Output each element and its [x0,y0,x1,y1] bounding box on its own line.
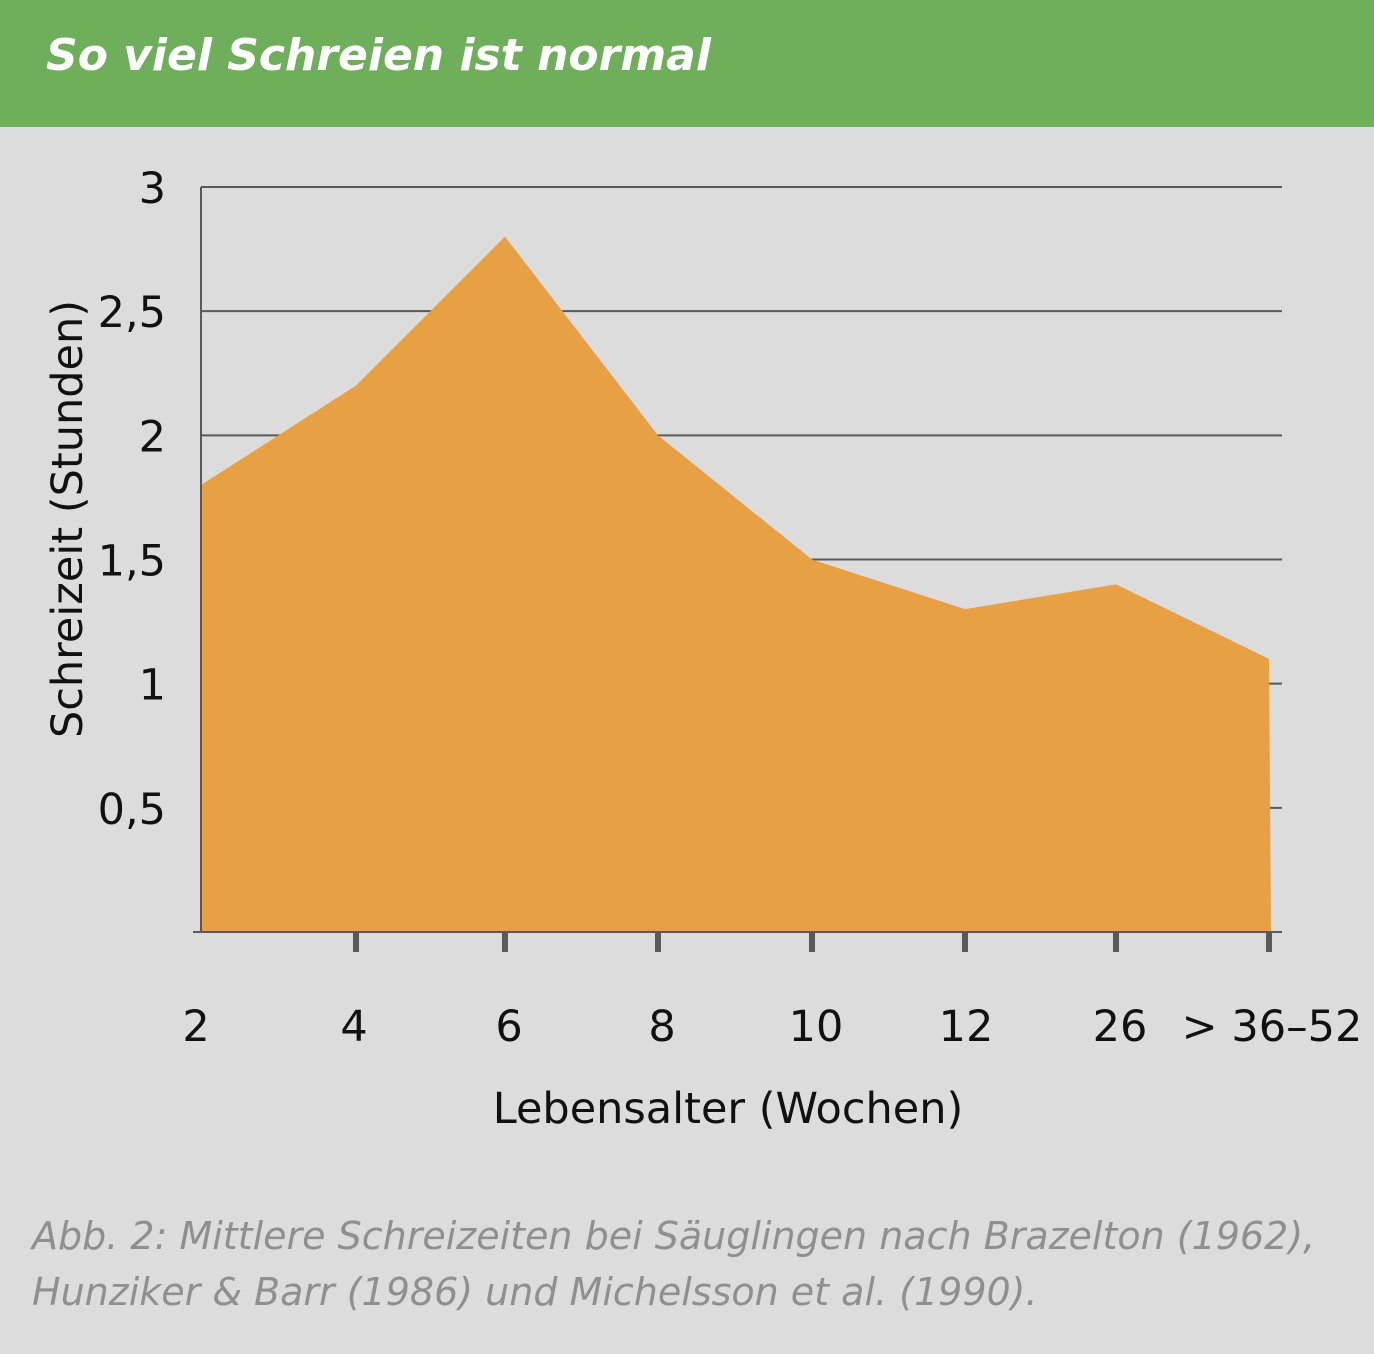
x-tick-label: 10 [789,1002,844,1052]
y-tick-label: 0,5 [98,785,166,835]
y-tick-label: 1 [139,661,166,711]
x-axis [193,187,1282,952]
y-tick-label: 1,5 [98,537,166,587]
area-chart: 0,5 1 1,5 2 2,5 3 2 4 6 8 10 12 26 > 36–52 Schreizei… [43,164,1362,1134]
y-axis-title: Schreizeit (Stunden) [43,300,93,738]
x-tick-label: 6 [495,1002,522,1052]
y-tick-label: 2,5 [98,288,166,338]
x-tick-labels: 2 4 6 8 10 12 26 > 36–52 [182,1002,1362,1052]
x-tick-label: 26 [1093,1002,1148,1052]
x-tick-label: > 36–52 [1182,1002,1363,1052]
x-tick-label: 8 [648,1002,675,1052]
page-title: So viel Schreien ist normal [46,30,711,81]
area-series [201,236,1271,933]
area-fill [201,236,1271,933]
x-axis-title: Lebensalter (Wochen) [493,1084,963,1134]
figure-caption: Abb. 2: Mittlere Schreizeiten bei Säugli… [32,1214,1316,1314]
y-tick-labels: 0,5 1 1,5 2 2,5 3 [98,164,166,835]
x-tick-label: 2 [182,1002,209,1052]
header-bar: So viel Schreien ist normal [0,0,1374,127]
x-tick-label: 4 [340,1002,367,1052]
y-tick-label: 3 [139,164,166,214]
y-tick-label: 2 [139,412,166,462]
x-tick-label: 12 [939,1002,994,1052]
